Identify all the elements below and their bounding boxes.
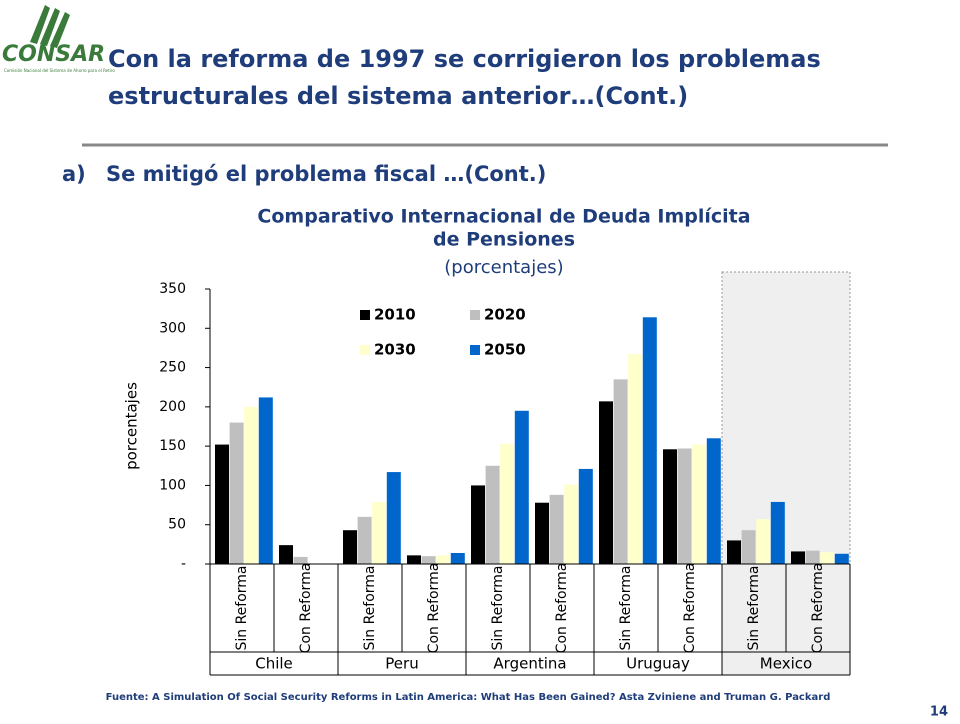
y-tick-label: 350 <box>159 281 186 297</box>
y-tick-label: 100 <box>159 477 186 493</box>
x-tick-label: Sin Reforma <box>490 565 506 650</box>
bar <box>244 406 259 564</box>
x-tick-label: Sin Reforma <box>234 565 250 650</box>
bar <box>642 317 657 564</box>
bar <box>628 354 643 564</box>
bar <box>450 553 465 564</box>
legend-swatch <box>360 310 370 320</box>
x-tick-label: Con Reforma <box>810 563 826 654</box>
x-tick-label: Sin Reforma <box>746 565 762 650</box>
bar <box>791 551 805 564</box>
bar <box>407 555 421 564</box>
plot: - 50 100 150 200 250 300 350 Sin Reforma Con Refo… <box>159 271 851 676</box>
bar <box>436 555 451 564</box>
bar <box>343 530 357 564</box>
bar <box>535 502 549 564</box>
bar <box>215 444 229 564</box>
bar <box>229 422 244 564</box>
bar <box>293 556 308 564</box>
bar <box>613 379 628 564</box>
x-tick-label: Con Reforma <box>554 563 570 654</box>
y-tick-label: 250 <box>159 360 186 376</box>
bar <box>514 410 529 564</box>
group-label: Chile <box>255 655 293 673</box>
y-tick-label: 50 <box>168 517 186 533</box>
page-number: 14 <box>930 705 948 720</box>
section-marker: a) <box>62 162 86 186</box>
legend-label: 2030 <box>374 341 416 359</box>
logo: CONSAR Comisión Nacional del Sistema de … <box>2 5 115 73</box>
x-tick-label: Con Reforma <box>298 563 314 654</box>
title: Con la reforma de 1997 se corrigieron lo… <box>108 45 821 73</box>
group-label: Argentina <box>493 655 566 673</box>
legend-swatch <box>470 345 480 355</box>
bar <box>677 448 692 564</box>
group-label: Mexico <box>760 655 812 673</box>
logo-text: CONSAR <box>2 42 105 67</box>
bar <box>770 501 785 564</box>
bar <box>706 438 721 564</box>
bar <box>820 552 835 564</box>
y-tick-label: 300 <box>159 320 186 336</box>
bar <box>372 501 387 564</box>
chart-title: de Pensiones <box>433 229 575 251</box>
chart-subtitle: (porcentajes) <box>444 257 563 278</box>
bar <box>741 530 756 564</box>
group-label: Peru <box>385 655 418 673</box>
bar <box>756 519 771 564</box>
bar <box>834 553 849 564</box>
bar <box>485 465 500 564</box>
bar <box>279 545 293 564</box>
bar <box>258 397 273 564</box>
y-tick-label: 150 <box>159 438 186 454</box>
bar <box>421 556 436 564</box>
logo-subtitle: Comisión Nacional del Sistema de Ahorro … <box>4 68 115 73</box>
legend-label: 2050 <box>484 341 526 359</box>
bar <box>727 540 741 564</box>
bar <box>386 472 401 564</box>
legend-swatch <box>470 310 480 320</box>
bar <box>357 516 372 564</box>
y-tick-label: 200 <box>159 399 186 415</box>
y-axis-label: porcentajes <box>123 382 141 470</box>
bar <box>564 484 579 564</box>
legend-swatch <box>360 345 370 355</box>
x-tick-label: Con Reforma <box>682 563 698 654</box>
y-tick-label: - <box>181 556 186 572</box>
bar <box>471 485 485 564</box>
bar <box>692 444 707 564</box>
source: Fuente: A Simulation Of Social Security … <box>106 692 831 703</box>
x-tick-label: Con Reforma <box>426 563 442 654</box>
bar <box>500 443 515 564</box>
chart-title: Comparativo Internacional de Deuda Implí… <box>257 206 750 228</box>
x-tick-label: Sin Reforma <box>618 565 634 650</box>
bar <box>599 401 613 564</box>
group-label: Uruguay <box>626 655 690 673</box>
title: estructurales del sistema anterior…(Cont… <box>108 82 688 110</box>
legend-label: 2020 <box>484 306 526 324</box>
bar <box>663 449 677 564</box>
bar <box>549 494 564 564</box>
x-tick-label: Sin Reforma <box>362 565 378 650</box>
bar <box>578 468 593 564</box>
legend-label: 2010 <box>374 306 416 324</box>
section-text: Se mitigó el problema fiscal …(Cont.) <box>106 162 546 186</box>
bar <box>805 550 820 564</box>
